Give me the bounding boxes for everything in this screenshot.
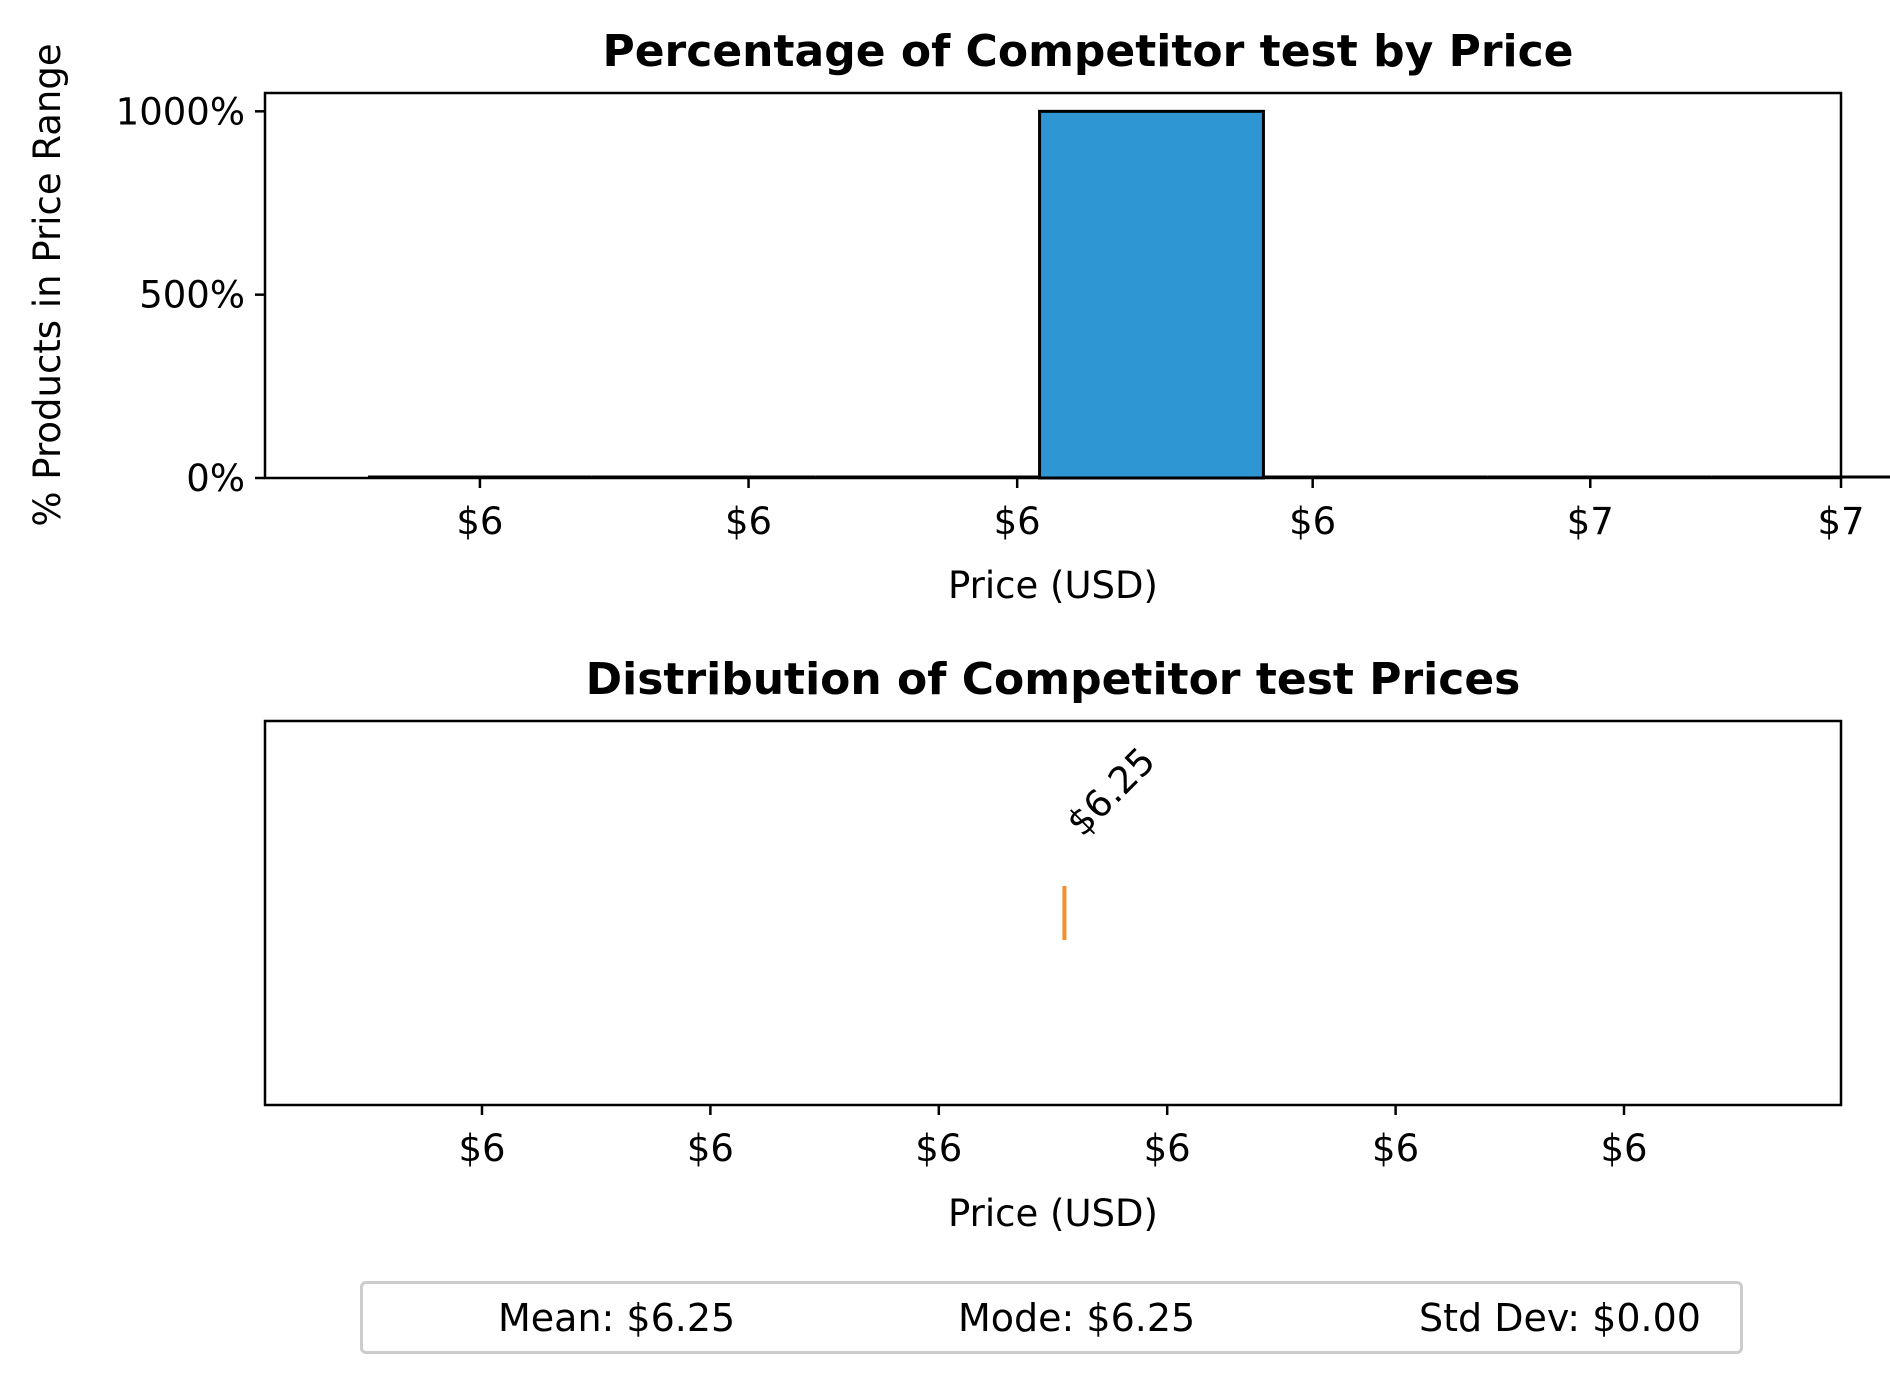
distribution-x-tick-label: $6 <box>458 1127 505 1170</box>
histogram-x-tick-label: $7 <box>1567 500 1614 543</box>
histogram-x-tick-label: $6 <box>456 500 503 543</box>
histogram-y-axis-label: % Products in Price Range <box>26 43 69 526</box>
price-marker-label: $6.25 <box>1058 739 1163 844</box>
histogram-bar <box>1038 109 1265 480</box>
stats-summary-box: Mean: $6.25 Mode: $6.25 Std Dev: $0.00 <box>360 1281 1743 1354</box>
distribution-x-tick-label: $6 <box>1144 1127 1191 1170</box>
histogram-x-axis-label: Price (USD) <box>948 564 1158 607</box>
histogram-x-tick-label: $6 <box>994 500 1041 543</box>
distribution-x-tick-label: $6 <box>1600 1127 1647 1170</box>
distribution-x-axis-label: Price (USD) <box>948 1192 1158 1235</box>
distribution-x-tick-label: $6 <box>687 1127 734 1170</box>
stat-mode: Mode: $6.25 <box>958 1296 1196 1340</box>
distribution-title: Distribution of Competitor test Prices <box>586 654 1521 705</box>
histogram-plot-frame <box>263 91 1843 480</box>
histogram-y-tick-label: 1000% <box>116 90 245 133</box>
histogram-y-tick-label: 0% <box>186 457 245 500</box>
histogram-x-tick-label: $6 <box>1289 500 1336 543</box>
stat-mean: Mean: $6.25 <box>498 1296 736 1340</box>
distribution-x-tick-label: $6 <box>915 1127 962 1170</box>
stat-std-dev: Std Dev: $0.00 <box>1419 1296 1701 1340</box>
histogram-x-tick-label: $7 <box>1817 500 1864 543</box>
histogram-title: Percentage of Competitor test by Price <box>602 26 1573 77</box>
distribution-plot-frame <box>263 719 1843 1107</box>
distribution-chart: Distribution of Competitor test Prices $… <box>263 654 1843 1235</box>
histogram-x-tick-label: $6 <box>725 500 772 543</box>
histogram-chart: Percentage of Competitor test by Price $… <box>26 26 1890 607</box>
histogram-y-tick-label: 500% <box>139 274 245 317</box>
distribution-x-tick-label: $6 <box>1372 1127 1419 1170</box>
